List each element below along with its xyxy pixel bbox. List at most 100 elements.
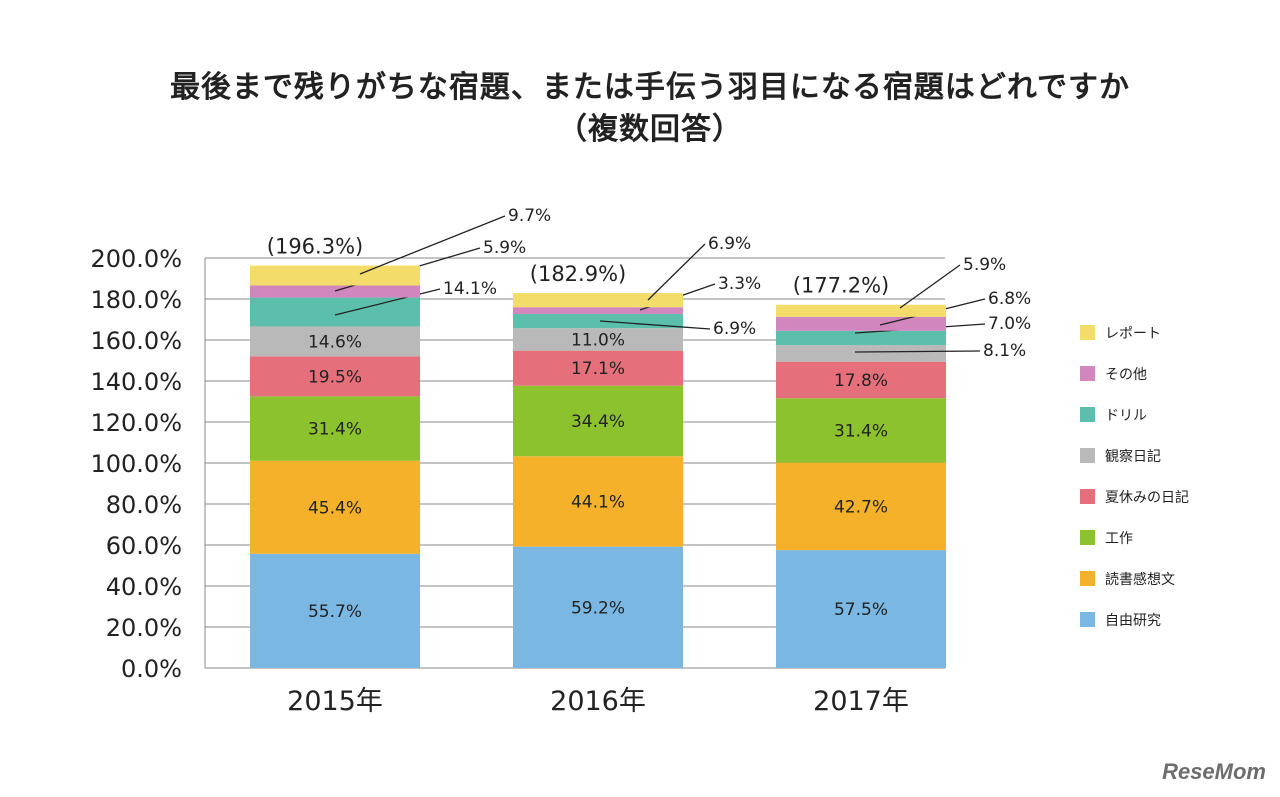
chart-subtitle: （複数回答）: [557, 112, 743, 147]
bar-segment-0: [776, 550, 946, 668]
data-label: 59.2%: [571, 598, 625, 618]
data-label: 6.9%: [708, 234, 751, 254]
legend-item: 自由研究: [1080, 599, 1189, 640]
legend-item: レポート: [1080, 312, 1189, 353]
data-label: 6.9%: [713, 319, 756, 339]
legend-item: 読書感想文: [1080, 558, 1189, 599]
y-tick-label: 100.0%: [90, 450, 182, 478]
y-tick-label: 20.0%: [106, 614, 182, 642]
legend: レポートその他ドリル観察日記夏休みの日記 工作読書感想文自由研究: [1080, 312, 1189, 640]
legend-swatch: [1080, 448, 1095, 463]
y-tick-label: 0.0%: [121, 655, 182, 683]
y-tick-label: 140.0%: [90, 368, 182, 396]
bar-segment-2: [513, 385, 683, 457]
y-tick-label: 120.0%: [90, 409, 182, 437]
y-tick-label: 40.0%: [106, 573, 182, 601]
bar-segment-3: [776, 361, 946, 399]
bar-segment-1: [250, 460, 420, 554]
legend-label: ドリル: [1105, 407, 1147, 424]
callout-line: [854, 350, 981, 353]
legend-item: 観察日記: [1080, 435, 1189, 476]
legend-swatch: [1080, 366, 1095, 381]
bar-segment-6: [250, 285, 420, 298]
legend-label: 夏休みの日記: [1105, 489, 1189, 506]
resemom-logo: ReseMom: [1162, 759, 1266, 784]
data-label: 9.7%: [508, 206, 551, 226]
bar-segment-7: [776, 304, 946, 317]
legend-item: その他: [1080, 353, 1189, 394]
legend-item: 工作: [1080, 517, 1189, 558]
bar-segment-2: [250, 396, 420, 461]
bar-segment-4: [513, 328, 683, 351]
legend-swatch: [1080, 325, 1095, 340]
callout-line: [899, 264, 961, 309]
y-tick-label: 80.0%: [106, 491, 182, 519]
bar-segment-3: [513, 350, 683, 386]
data-label: 45.4%: [308, 498, 362, 518]
y-tick-label: 200.0%: [90, 245, 182, 273]
data-label: 3.3%: [718, 274, 761, 294]
legend-swatch: [1080, 612, 1095, 627]
bar-segment-1: [776, 462, 946, 551]
data-label: 57.5%: [834, 600, 888, 620]
callout-line: [334, 288, 441, 316]
bar-segment-5: [776, 330, 946, 346]
legend-label: その他: [1105, 366, 1147, 383]
data-label: 8.1%: [983, 341, 1026, 361]
bar-segment-3: [250, 356, 420, 397]
bar-segment-2: [776, 398, 946, 463]
total-label: (182.9%): [530, 262, 626, 286]
data-label: 55.7%: [308, 602, 362, 622]
legend-label: 観察日記: [1105, 448, 1161, 465]
callout-line: [647, 243, 706, 301]
data-label: 44.1%: [571, 492, 625, 512]
data-label: 14.6%: [308, 332, 362, 352]
bar-segment-6: [513, 307, 683, 314]
data-label: 7.0%: [988, 314, 1031, 334]
callout-line: [599, 320, 711, 330]
bar-segment-7: [250, 265, 420, 286]
legend-label: 読書感想文: [1105, 571, 1175, 588]
legend-swatch: [1080, 489, 1095, 504]
data-label: 14.1%: [443, 279, 497, 299]
bar-segment-7: [513, 293, 683, 308]
data-label: 42.7%: [834, 497, 888, 517]
data-label: 17.8%: [834, 371, 888, 391]
callout-line: [359, 215, 506, 275]
data-label: 17.1%: [571, 359, 625, 379]
y-tick-label: 60.0%: [106, 532, 182, 560]
data-label: 6.8%: [988, 289, 1031, 309]
data-label: 34.4%: [571, 412, 625, 432]
x-tick-label: 2017年: [813, 686, 909, 717]
data-label: 19.5%: [308, 367, 362, 387]
bar-segment-5: [250, 297, 420, 327]
legend-swatch: [1080, 530, 1095, 545]
x-tick-label: 2015年: [287, 686, 383, 717]
data-label: 5.9%: [963, 255, 1006, 275]
bar-segment-0: [250, 553, 420, 668]
data-label: 11.0%: [571, 330, 625, 350]
legend-label: レポート: [1105, 325, 1161, 342]
legend-swatch: [1080, 407, 1095, 422]
data-label: 5.9%: [483, 238, 526, 258]
bar-segment-0: [513, 546, 683, 668]
legend-label: 自由研究: [1105, 612, 1161, 629]
data-label: 31.4%: [834, 421, 888, 441]
y-tick-label: 160.0%: [90, 327, 182, 355]
total-label: (177.2%): [793, 274, 889, 298]
bar-segment-1: [513, 456, 683, 547]
legend-label: 工作: [1105, 530, 1133, 547]
bar-segment-6: [776, 316, 946, 331]
bar-segment-4: [250, 326, 420, 357]
legend-swatch: [1080, 571, 1095, 586]
x-tick-label: 2016年: [550, 686, 646, 717]
data-label: 31.4%: [308, 420, 362, 440]
legend-item: 夏休みの日記: [1080, 476, 1189, 517]
legend-item: ドリル: [1080, 394, 1189, 435]
chart-title: 最後まで残りがちな宿題、または手伝う羽目になる宿題はどれですか: [169, 70, 1131, 105]
total-label: (196.3%): [267, 235, 363, 259]
y-tick-label: 180.0%: [90, 286, 182, 314]
bar-segment-4: [776, 345, 946, 362]
bar-segment-5: [513, 313, 683, 329]
